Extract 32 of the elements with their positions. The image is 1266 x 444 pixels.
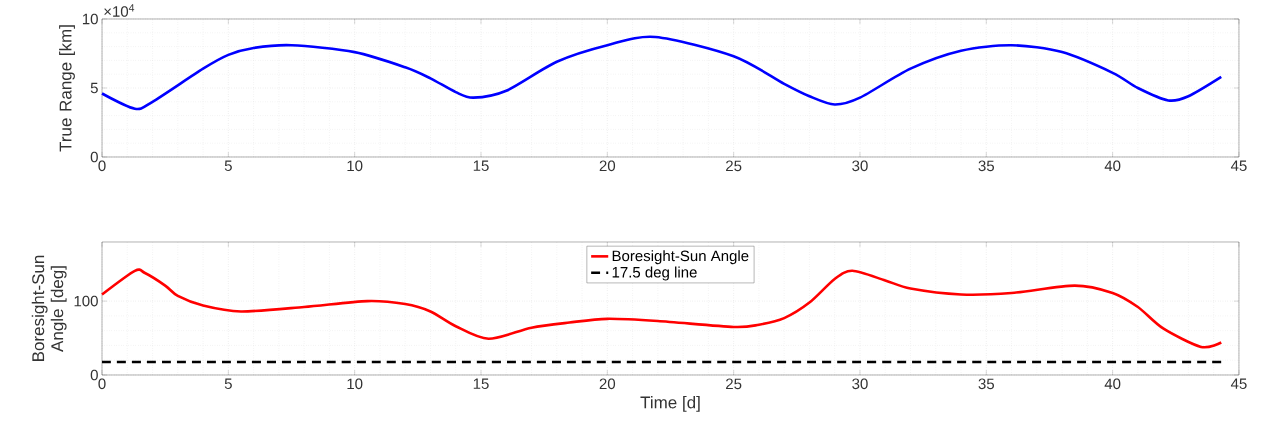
x-tick-label: 15 xyxy=(473,160,489,171)
x-tick-label: 10 xyxy=(347,378,363,390)
x-tick-label: 5 xyxy=(224,160,232,171)
x-tick-label: 25 xyxy=(726,378,742,390)
legend-label: 17.5 deg line xyxy=(612,266,697,281)
x-tick-label: 30 xyxy=(852,378,868,390)
x-tick-label: 40 xyxy=(1104,378,1121,390)
y-axis-title: True Range [km] xyxy=(59,25,75,152)
line-series xyxy=(100,35,1223,111)
x-tick-label: 30 xyxy=(852,160,868,172)
x-tick-label: 35 xyxy=(978,160,995,172)
x-tick-label: 45 xyxy=(1230,378,1247,389)
y-tick-label: 0 xyxy=(90,151,98,163)
x-axis-title: Time [d] xyxy=(640,396,700,412)
y-axis-title: Boresight-Sun Angle [deg] xyxy=(31,255,67,361)
x-tick-label: 10 xyxy=(347,160,363,172)
legend-label: Boresight-Sun Angle xyxy=(612,250,749,265)
x-tick-label: 45 xyxy=(1230,160,1247,171)
x-tick-label: 0 xyxy=(98,378,106,390)
y-tick-label: 5 xyxy=(90,82,98,94)
y-tick-label: 100 xyxy=(74,295,98,307)
x-tick-label: 15 xyxy=(473,378,489,389)
x-tick-label: 35 xyxy=(978,378,995,390)
x-tick-label: 5 xyxy=(224,378,232,389)
text: ×10$^{4}$ xyxy=(104,4,135,17)
x-tick-label: 25 xyxy=(726,160,742,172)
y-tick-label: 10 xyxy=(82,13,98,25)
x-tick-label: 20 xyxy=(599,378,616,390)
y-tick-label: 0 xyxy=(90,369,98,381)
x-tick-label: 40 xyxy=(1104,160,1121,172)
x-tick-label: 20 xyxy=(599,160,616,172)
x-tick-label: 0 xyxy=(98,160,106,172)
